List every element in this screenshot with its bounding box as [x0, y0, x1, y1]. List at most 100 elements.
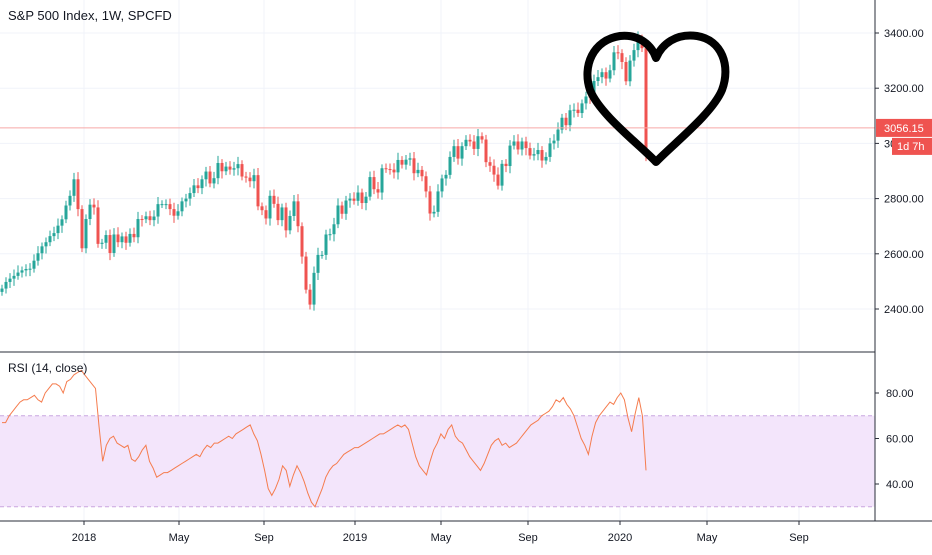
- candle-body: [544, 156, 548, 161]
- price-pane-background: [0, 0, 875, 352]
- price-axis-label: 3400.00: [884, 28, 924, 40]
- candle-body: [180, 201, 184, 212]
- candle-body: [140, 219, 144, 221]
- candle-body: [400, 159, 404, 165]
- candle-body: [584, 96, 588, 104]
- candle-body: [264, 210, 268, 219]
- candle-body: [76, 179, 80, 210]
- time-axis-label: May: [431, 532, 452, 544]
- candle-body: [124, 236, 128, 243]
- candle-body: [576, 109, 580, 114]
- time-axis-label: 2020: [608, 532, 632, 544]
- candle-body: [56, 225, 60, 234]
- candle-body: [452, 146, 456, 157]
- candle-body: [392, 169, 396, 173]
- candle-body: [552, 140, 556, 144]
- candle-body: [8, 278, 12, 282]
- candle-body: [628, 60, 632, 82]
- candle-body: [608, 70, 612, 79]
- rsi-title: RSI (14, close): [8, 361, 88, 375]
- candle-body: [568, 110, 572, 126]
- candle-body: [276, 203, 280, 221]
- candle-body: [512, 141, 516, 146]
- candle-body: [516, 141, 520, 150]
- candle-body: [240, 164, 244, 177]
- candle-body: [64, 205, 68, 220]
- candle-body: [192, 185, 196, 194]
- candle-body: [460, 146, 464, 159]
- candle-body: [268, 195, 272, 219]
- candle-body: [236, 164, 240, 169]
- candle-body: [496, 174, 500, 186]
- candle-body: [12, 275, 16, 279]
- candle-body: [60, 219, 64, 226]
- countdown-label: 1d 7h: [897, 141, 925, 153]
- candle-body: [172, 209, 176, 216]
- candle-body: [620, 53, 624, 62]
- candle-body: [200, 179, 204, 189]
- candle-body: [284, 207, 288, 231]
- candle-body: [480, 136, 484, 140]
- candle-body: [160, 204, 164, 206]
- candle-body: [532, 154, 536, 156]
- candle-body: [68, 195, 72, 206]
- candle-body: [184, 198, 188, 202]
- candle-body: [248, 177, 252, 182]
- candle-body: [636, 38, 640, 51]
- time-axis-label: 2019: [343, 532, 367, 544]
- candle-body: [148, 216, 152, 221]
- time-axis-label: Sep: [254, 532, 274, 544]
- candle-body: [388, 169, 392, 171]
- rsi-band: [0, 415, 875, 507]
- candle-body: [156, 204, 160, 217]
- rsi-axis-label: 60.00: [886, 434, 914, 446]
- candle-body: [384, 168, 388, 170]
- candle-body: [52, 233, 56, 237]
- candle-body: [436, 191, 440, 212]
- candle-body: [528, 148, 532, 156]
- price-axis-label: 2800.00: [884, 194, 924, 206]
- time-axis-label: May: [697, 532, 718, 544]
- countdown-badge: [892, 137, 932, 155]
- price-grid: [0, 0, 875, 352]
- candle-body: [36, 253, 40, 261]
- candle-body: [296, 201, 300, 227]
- rsi-line: [2, 369, 647, 508]
- time-axis[interactable]: 2018 May Sep 2019 May Sep 2020 May Sep: [72, 521, 809, 544]
- candle-body: [220, 162, 224, 172]
- candle-body: [260, 206, 264, 211]
- candle-body: [88, 204, 92, 220]
- candle-body: [488, 162, 492, 166]
- candle-series: [0, 31, 648, 311]
- candle-body: [32, 260, 36, 269]
- price-axis[interactable]: 2400.002600.002800.003000.003200.003400.…: [875, 28, 924, 316]
- candle-body: [16, 272, 20, 276]
- rsi-axis[interactable]: 40.00 60.00 80.00: [875, 388, 914, 491]
- time-axis-label: May: [169, 532, 190, 544]
- candle-body: [420, 169, 424, 177]
- price-axis-label: 3200.00: [884, 83, 924, 95]
- candle-body: [492, 165, 496, 175]
- candle-body: [0, 288, 4, 292]
- candle-body: [540, 150, 544, 161]
- candle-body: [128, 233, 132, 243]
- time-axis-label: Sep: [518, 532, 538, 544]
- candle-body: [340, 205, 344, 214]
- candle-body: [320, 254, 324, 256]
- candle-body: [80, 209, 84, 249]
- candle-body: [328, 234, 332, 236]
- candle-body: [308, 289, 312, 305]
- candle-body: [412, 158, 416, 174]
- candle-body: [592, 81, 596, 97]
- candle-body: [348, 198, 352, 201]
- candle-body: [228, 166, 232, 170]
- candle-body: [232, 168, 236, 170]
- candle-body: [448, 156, 452, 175]
- candle-body: [28, 268, 32, 270]
- price-axis-label: 2600.00: [884, 249, 924, 261]
- candle-body: [428, 191, 432, 214]
- candle-body: [548, 143, 552, 157]
- candle-body: [40, 246, 44, 254]
- candle-body: [484, 139, 488, 163]
